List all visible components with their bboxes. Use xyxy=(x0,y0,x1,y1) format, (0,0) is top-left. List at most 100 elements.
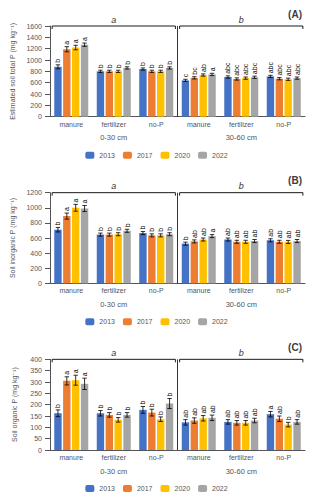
svg-text:b: b xyxy=(139,400,146,404)
svg-text:2020: 2020 xyxy=(175,152,191,159)
svg-text:b: b xyxy=(115,412,122,416)
svg-text:2013: 2013 xyxy=(99,485,115,492)
svg-text:b: b xyxy=(285,416,292,420)
svg-text:600: 600 xyxy=(30,235,42,242)
svg-text:0: 0 xyxy=(38,280,42,287)
svg-text:(B): (B) xyxy=(288,175,302,186)
svg-text:30-60 cm: 30-60 cm xyxy=(226,300,257,309)
svg-text:ab: ab xyxy=(242,411,249,419)
svg-text:ab: ab xyxy=(294,230,301,238)
svg-text:ab: ab xyxy=(200,406,207,414)
svg-text:b: b xyxy=(54,404,61,408)
svg-text:a: a xyxy=(72,198,79,202)
svg-text:400: 400 xyxy=(30,356,42,363)
svg-text:2017: 2017 xyxy=(137,318,153,325)
svg-text:fertilizer: fertilizer xyxy=(101,454,126,461)
svg-text:b: b xyxy=(166,61,173,65)
svg-text:b: b xyxy=(115,64,122,68)
svg-text:b: b xyxy=(124,61,131,65)
svg-text:no-P: no-P xyxy=(149,287,164,294)
svg-text:b: b xyxy=(106,227,113,231)
svg-text:0: 0 xyxy=(38,447,42,454)
svg-text:ab: ab xyxy=(191,408,198,416)
svg-text:fertilizer: fertilizer xyxy=(229,454,254,461)
svg-text:1000: 1000 xyxy=(26,204,42,211)
svg-text:0: 0 xyxy=(38,113,42,120)
svg-text:fertilizer: fertilizer xyxy=(229,287,254,294)
svg-text:(A): (A) xyxy=(288,9,302,20)
svg-text:no-P: no-P xyxy=(149,121,164,128)
svg-text:2020: 2020 xyxy=(175,485,191,492)
svg-text:b: b xyxy=(182,236,189,240)
svg-text:a: a xyxy=(267,405,274,409)
svg-text:abc: abc xyxy=(294,63,301,75)
svg-text:abc: abc xyxy=(267,62,274,74)
svg-text:a: a xyxy=(63,41,70,45)
svg-text:manure: manure xyxy=(187,287,211,294)
svg-text:1200: 1200 xyxy=(26,45,42,52)
svg-text:no-P: no-P xyxy=(149,454,164,461)
svg-text:ab: ab xyxy=(251,230,258,238)
svg-text:abc: abc xyxy=(251,62,258,74)
svg-text:a: a xyxy=(111,348,116,358)
svg-text:no-P: no-P xyxy=(276,287,291,294)
svg-text:a: a xyxy=(81,200,88,204)
svg-text:ab: ab xyxy=(276,406,283,414)
svg-text:abc: abc xyxy=(242,63,249,75)
svg-text:c: c xyxy=(182,73,189,77)
svg-text:b: b xyxy=(106,64,113,68)
svg-text:b: b xyxy=(124,407,131,411)
svg-text:2013: 2013 xyxy=(99,318,115,325)
svg-text:30-60 cm: 30-60 cm xyxy=(226,467,257,476)
svg-text:a: a xyxy=(209,67,216,71)
svg-text:a: a xyxy=(81,372,88,376)
svg-text:bc: bc xyxy=(191,67,198,75)
svg-text:ab: ab xyxy=(191,230,198,238)
svg-text:(C): (C) xyxy=(288,342,302,353)
svg-text:b: b xyxy=(97,405,104,409)
svg-text:a: a xyxy=(63,371,70,375)
svg-text:ab: ab xyxy=(200,64,207,72)
svg-text:b: b xyxy=(139,226,146,230)
svg-text:150: 150 xyxy=(30,413,42,420)
svg-text:a: a xyxy=(72,39,79,43)
svg-text:abc: abc xyxy=(276,64,283,76)
svg-text:100: 100 xyxy=(30,424,42,431)
svg-text:abc: abc xyxy=(285,64,292,76)
svg-text:1200: 1200 xyxy=(26,189,42,196)
svg-text:a: a xyxy=(72,369,79,373)
svg-text:b: b xyxy=(124,223,131,227)
svg-text:fertilizer: fertilizer xyxy=(101,121,126,128)
svg-text:Soil inorganic P (mg kg⁻¹): Soil inorganic P (mg kg⁻¹) xyxy=(9,198,17,278)
svg-text:a: a xyxy=(63,207,70,211)
svg-text:ab: ab xyxy=(294,410,301,418)
svg-text:abc: abc xyxy=(233,64,240,76)
svg-text:no-P: no-P xyxy=(276,454,291,461)
svg-text:200: 200 xyxy=(30,401,42,408)
svg-text:abc: abc xyxy=(224,62,231,74)
svg-text:30-60 cm: 30-60 cm xyxy=(226,133,257,142)
svg-text:b: b xyxy=(239,15,244,25)
svg-text:fertilizer: fertilizer xyxy=(229,121,254,128)
svg-text:200: 200 xyxy=(30,265,42,272)
svg-text:ab: ab xyxy=(224,228,231,236)
svg-text:50: 50 xyxy=(34,435,42,442)
svg-text:Estimated soil total P (mg kg⁻: Estimated soil total P (mg kg⁻¹) xyxy=(9,23,17,120)
svg-text:1400: 1400 xyxy=(26,34,42,41)
svg-text:2020: 2020 xyxy=(175,318,191,325)
svg-text:a: a xyxy=(209,229,216,233)
svg-text:b: b xyxy=(166,393,173,397)
svg-text:manure: manure xyxy=(187,121,211,128)
svg-text:a: a xyxy=(111,181,116,191)
svg-text:manure: manure xyxy=(187,454,211,461)
svg-text:0-30 cm: 0-30 cm xyxy=(100,467,127,476)
svg-text:manure: manure xyxy=(59,121,83,128)
svg-text:b: b xyxy=(157,411,164,415)
svg-text:b: b xyxy=(115,227,122,231)
svg-text:fertilizer: fertilizer xyxy=(101,287,126,294)
svg-text:1000: 1000 xyxy=(26,57,42,64)
svg-text:ab: ab xyxy=(200,228,207,236)
svg-text:Soil organic P (mg kg⁻¹): Soil organic P (mg kg⁻¹) xyxy=(11,367,19,442)
svg-text:400: 400 xyxy=(30,91,42,98)
svg-text:b: b xyxy=(157,228,164,232)
